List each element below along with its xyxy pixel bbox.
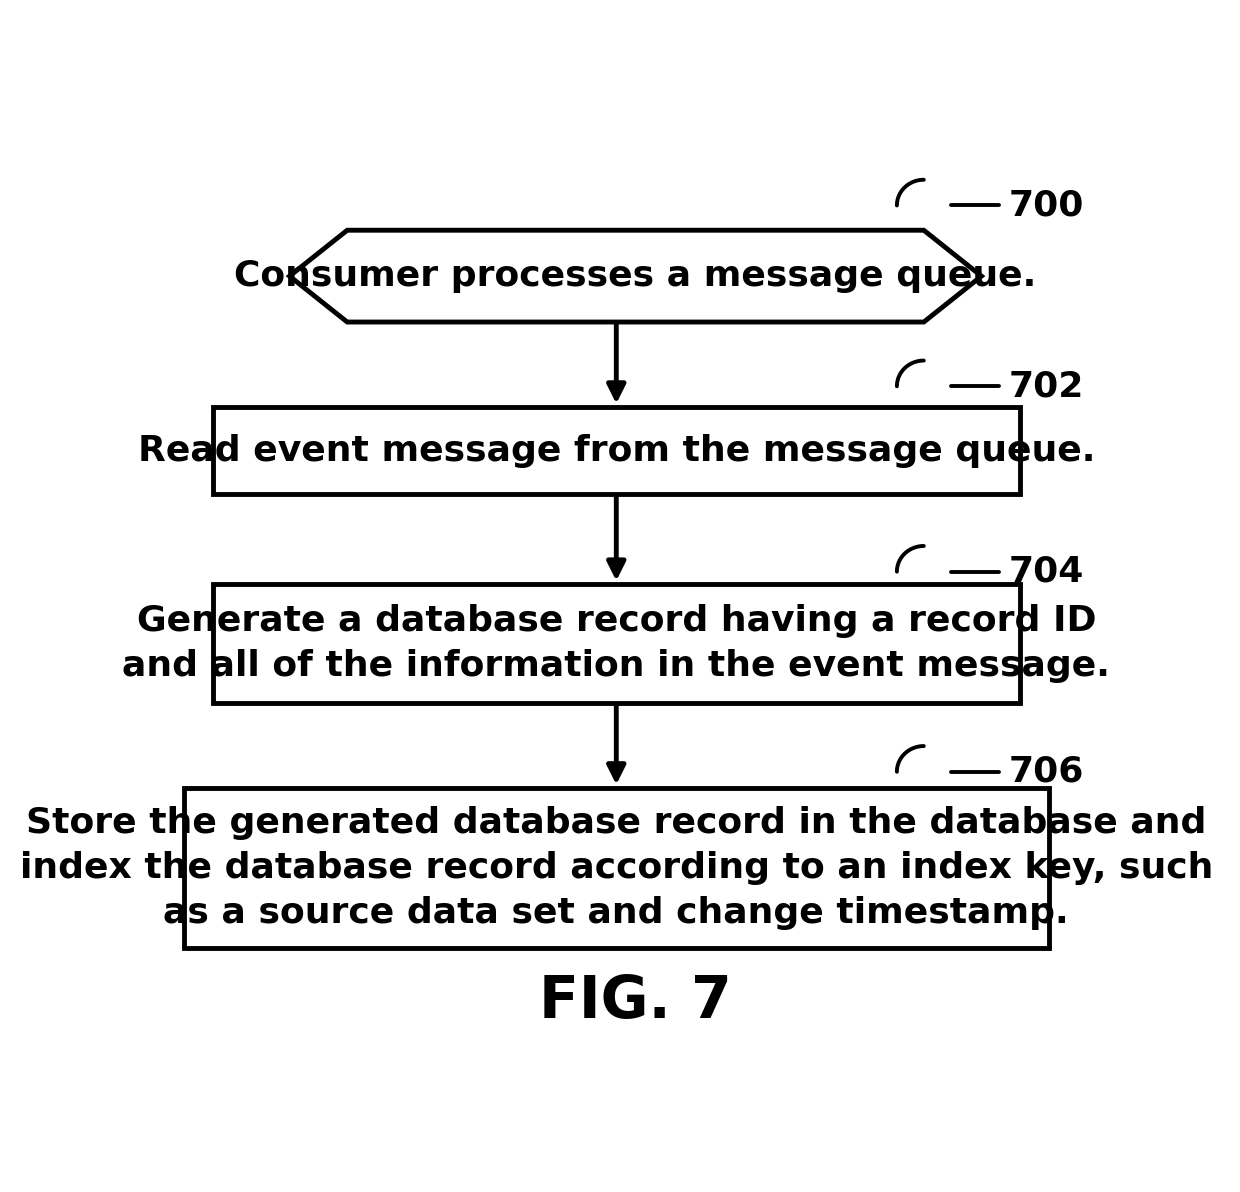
Text: Generate a database record having a record ID
and all of the information in the : Generate a database record having a reco… bbox=[123, 604, 1110, 683]
Text: FIG. 7: FIG. 7 bbox=[539, 973, 732, 1030]
FancyBboxPatch shape bbox=[213, 584, 1019, 703]
Text: 706: 706 bbox=[1008, 755, 1084, 789]
FancyBboxPatch shape bbox=[184, 788, 1049, 949]
Text: Store the generated database record in the database and
index the database recor: Store the generated database record in t… bbox=[20, 806, 1213, 930]
Text: Read event message from the message queue.: Read event message from the message queu… bbox=[138, 434, 1095, 467]
Text: 702: 702 bbox=[1008, 370, 1084, 403]
Text: Consumer processes a message queue.: Consumer processes a message queue. bbox=[234, 259, 1037, 293]
Text: 704: 704 bbox=[1008, 554, 1084, 589]
FancyBboxPatch shape bbox=[213, 406, 1019, 495]
Polygon shape bbox=[290, 230, 982, 322]
Text: 700: 700 bbox=[1008, 188, 1084, 223]
